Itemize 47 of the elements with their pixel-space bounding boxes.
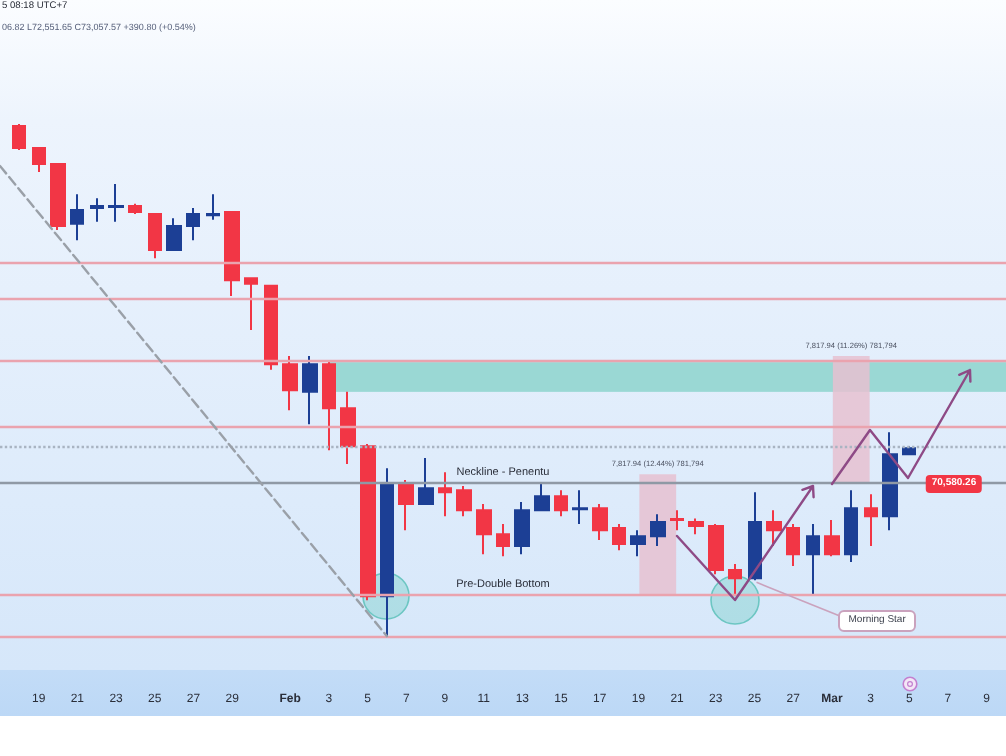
candlestick bbox=[380, 467, 394, 638]
candlestick bbox=[864, 493, 878, 548]
candlestick bbox=[456, 485, 472, 518]
candlestick bbox=[882, 431, 898, 532]
candlestick bbox=[650, 513, 666, 548]
candlestick bbox=[360, 443, 376, 602]
candlestick bbox=[398, 478, 414, 532]
candlestick bbox=[302, 355, 318, 426]
candlestick bbox=[476, 503, 492, 556]
candlestick bbox=[32, 147, 46, 174]
candlestick bbox=[282, 355, 298, 412]
candlestick bbox=[186, 206, 200, 242]
candlestick bbox=[418, 456, 434, 506]
candlestick bbox=[340, 390, 356, 466]
candlestick bbox=[748, 491, 762, 582]
candlestick bbox=[728, 562, 742, 596]
candlestick bbox=[496, 523, 510, 558]
candlestick bbox=[108, 182, 124, 223]
candlestick bbox=[534, 483, 550, 512]
candlestick bbox=[670, 509, 684, 532]
candlestick bbox=[264, 284, 278, 371]
candlestick bbox=[322, 359, 336, 452]
candlestick bbox=[70, 193, 84, 242]
candlestick bbox=[438, 471, 452, 518]
candlestick bbox=[90, 197, 104, 223]
candlestick bbox=[128, 202, 142, 216]
candlestick bbox=[166, 217, 182, 251]
candlestick bbox=[902, 445, 916, 456]
candlestick bbox=[12, 122, 26, 152]
candlestick bbox=[514, 500, 530, 556]
candlestick bbox=[708, 523, 724, 576]
candlestick bbox=[148, 213, 162, 260]
candlestick bbox=[554, 489, 568, 518]
candlestick bbox=[844, 489, 858, 563]
candlestick bbox=[224, 211, 240, 298]
candlestick bbox=[786, 523, 800, 568]
candlestick bbox=[766, 509, 782, 548]
candlestick bbox=[612, 523, 626, 552]
candlestick bbox=[50, 162, 66, 231]
candlestick bbox=[206, 193, 220, 221]
candlestick bbox=[244, 277, 258, 331]
candlestick bbox=[630, 529, 646, 558]
candlestick bbox=[824, 518, 840, 558]
candlestick bbox=[806, 523, 820, 596]
candlestick bbox=[592, 503, 608, 541]
candlestick bbox=[688, 517, 704, 536]
candlestick bbox=[572, 489, 588, 526]
